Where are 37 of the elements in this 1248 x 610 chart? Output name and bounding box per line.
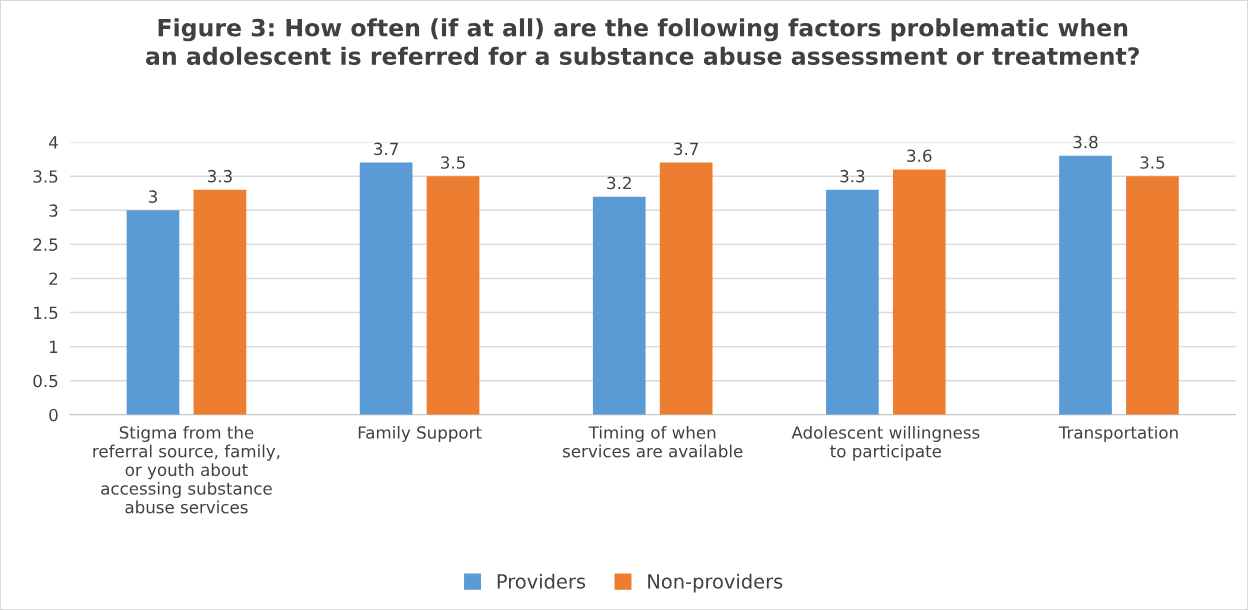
data-label: 3.8 bbox=[1073, 135, 1098, 149]
bar bbox=[892, 169, 946, 415]
y-tick-label: 1.5 bbox=[34, 306, 58, 320]
x-tick-label: Stigma from the referral source, family, or youth about accessing substance abuse services bbox=[93, 425, 280, 514]
data-label: 3.5 bbox=[1140, 156, 1165, 169]
legend-label: Providers bbox=[497, 573, 586, 589]
bar bbox=[1126, 176, 1179, 415]
x-tick-label: Timing of when services are available bbox=[563, 425, 743, 458]
y-tick-label: 2 bbox=[49, 272, 58, 285]
y-tick-label: 4 bbox=[48, 136, 58, 149]
data-label: 3.7 bbox=[674, 142, 698, 156]
chart-title: Figure 3: How often (if at all) are the following factors problematic when an adolescent is referred for a substance abuse assessment or treatment? bbox=[145, 18, 1139, 65]
bar bbox=[1059, 155, 1112, 415]
data-label: 3 bbox=[148, 190, 157, 203]
bar bbox=[659, 162, 713, 415]
y-tick-label: 2.5 bbox=[33, 238, 58, 251]
y-tick-label: 1 bbox=[50, 340, 58, 353]
x-tick-label: Adolescent willingness to participate bbox=[791, 425, 980, 461]
data-label: 3.3 bbox=[840, 169, 865, 183]
data-label: 3.7 bbox=[374, 142, 398, 156]
bar bbox=[426, 176, 480, 415]
y-tick-label: 0 bbox=[49, 408, 58, 422]
x-tick-label: Family Support bbox=[358, 425, 482, 443]
x-tick-label: Transportation bbox=[1058, 425, 1178, 443]
y-tick-label: 3 bbox=[49, 204, 58, 217]
bar bbox=[826, 189, 879, 415]
y-tick-label: 3.5 bbox=[33, 170, 58, 183]
data-label: 3.5 bbox=[441, 156, 465, 169]
bar bbox=[592, 196, 646, 415]
bar bbox=[193, 189, 247, 415]
legend-label: Non-providers bbox=[648, 573, 783, 593]
bar bbox=[126, 210, 180, 415]
data-label: 3.6 bbox=[907, 149, 932, 162]
data-label: 3.2 bbox=[607, 176, 631, 190]
data-label: 3.3 bbox=[207, 169, 232, 183]
bar bbox=[359, 162, 413, 415]
y-tick-label: 0.5 bbox=[33, 374, 58, 388]
